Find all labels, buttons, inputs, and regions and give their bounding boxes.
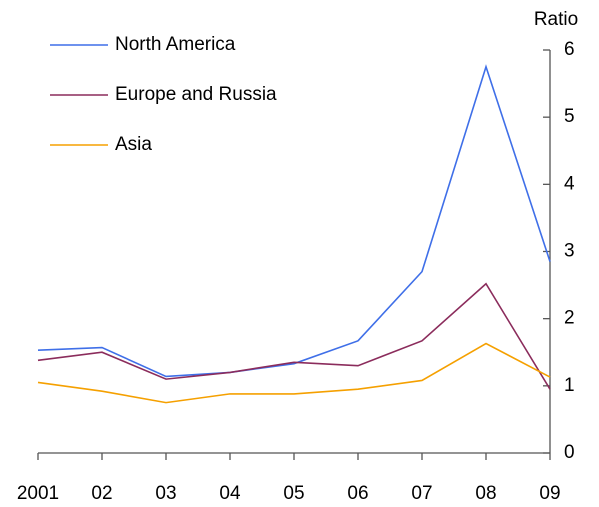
x-tick-label: 02 [91, 483, 112, 504]
y-axis-label: Ratio [534, 9, 578, 30]
y-tick-label: 1 [564, 375, 575, 396]
y-tick-label: 6 [564, 39, 575, 60]
series-line [37, 342, 551, 404]
x-tick-label: 05 [283, 483, 304, 504]
y-tick-label: 2 [564, 308, 575, 329]
x-tick-label: 06 [347, 483, 368, 504]
legend-label: Europe and Russia [115, 84, 277, 105]
x-tick-label: 04 [219, 483, 241, 504]
y-tick-label: 0 [564, 442, 575, 463]
x-tick-label: 08 [475, 483, 496, 504]
x-tick-label: 09 [539, 483, 560, 504]
y-tick-label: 5 [564, 106, 575, 127]
y-tick-label: 3 [564, 241, 575, 262]
x-tick-label: 03 [155, 483, 176, 504]
legend-label: North America [115, 34, 236, 55]
legend-label: Asia [115, 134, 152, 155]
x-tick-label: 07 [411, 483, 432, 504]
series-line [37, 282, 551, 390]
series-line [37, 64, 551, 378]
y-tick-label: 4 [564, 173, 575, 194]
x-tick-label: 2001 [17, 483, 59, 504]
